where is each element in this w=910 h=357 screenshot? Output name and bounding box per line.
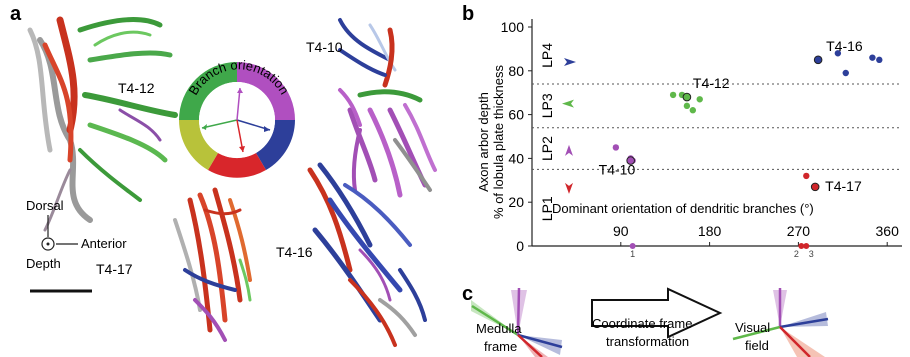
y-axis-label-line2: % of lobula plate thickness: [491, 65, 506, 219]
point-label-t4-10: T4-10: [599, 162, 636, 178]
transformation-arrow-icon: [591, 287, 723, 339]
neuron-t4-10-image: [338, 18, 437, 198]
axis-marker: [629, 243, 636, 249]
data-point: [834, 50, 842, 57]
y-tick-label: 40: [508, 150, 524, 166]
scatter-chart: 0 20 40 60 80 100 90 180 270 360 LP1 LP2 LP3 LP4 T4-16…: [501, 19, 902, 259]
visual-field-caption-2: field: [745, 338, 769, 353]
point-label-t4-16: T4-16: [826, 38, 863, 54]
y-tick-label: 80: [508, 63, 524, 79]
axis-marker: [803, 243, 810, 249]
medulla-caption-1: Medulla: [476, 321, 522, 336]
panel-b-letter: b: [462, 3, 474, 25]
cell-label-t4-16: T4-16: [276, 244, 313, 260]
axis-marker-label: 1: [630, 249, 635, 259]
point-label-t4-17: T4-17: [825, 178, 862, 194]
y-tick-label: 60: [508, 107, 524, 123]
neuron-t4-12-image: [27, 16, 178, 232]
highlighted-point-t4-10: [626, 156, 635, 165]
visual-field-orientation-glyph: [732, 288, 829, 357]
cell-label-t4-12: T4-12: [118, 80, 155, 96]
axis-dorsal-label: Dorsal: [26, 198, 64, 213]
highlighted-point-t4-17: [810, 182, 820, 192]
transformation-caption-1: Coordinate frame: [592, 316, 692, 331]
data-point: [612, 144, 620, 151]
axis-marker-label: 3: [809, 249, 814, 259]
panel-a-letter: a: [10, 3, 22, 25]
layer-label-lp1: LP1: [539, 196, 555, 221]
lp1-orientation-arrow-icon: [565, 182, 573, 194]
axis-depth-label: Depth: [26, 256, 61, 271]
x-tick-label: 270: [787, 223, 811, 239]
x-axis-label: Dominant orientation of dendritic branch…: [552, 201, 814, 216]
highlighted-point-t4-12: [682, 92, 692, 102]
lp4-orientation-arrow-icon: [564, 58, 576, 67]
data-point: [876, 56, 883, 64]
data-point: [669, 91, 677, 99]
y-tick-label: 20: [508, 194, 524, 210]
neuron-t4-16-image: [307, 162, 427, 347]
x-tick-label: 90: [613, 223, 629, 239]
axis-marker-label: 2: [794, 249, 799, 259]
cell-label-t4-17: T4-17: [96, 261, 133, 277]
data-point: [683, 102, 691, 110]
depth-axis-icon: [41, 237, 55, 251]
highlighted-point-t4-16: [813, 55, 823, 65]
lp2-orientation-arrow-icon: [565, 144, 573, 156]
panel-c-letter: c: [462, 283, 473, 305]
transformation-caption-2: transformation: [606, 334, 689, 349]
cell-label-t4-10: T4-10: [306, 39, 343, 55]
point-label-t4-12: T4-12: [693, 75, 730, 91]
medulla-frame-orientation-glyph: [471, 287, 563, 357]
orientation-color-wheel: [179, 62, 295, 178]
axis-anterior-label: Anterior: [81, 236, 127, 251]
data-point: [689, 107, 697, 114]
visual-field-caption-1: Visual: [735, 320, 770, 335]
y-tick-label: 100: [501, 19, 525, 35]
data-point: [842, 69, 849, 77]
axis-key: [41, 215, 78, 251]
lp3-orientation-arrow-icon: [562, 99, 574, 108]
neuron-t4-17-image: [173, 187, 252, 342]
data-point: [869, 54, 876, 61]
data-point: [803, 172, 810, 180]
x-tick-label: 180: [698, 223, 722, 239]
medulla-caption-2: frame: [484, 339, 517, 354]
y-tick-label: 0: [516, 238, 524, 254]
layer-label-lp3: LP3: [539, 93, 555, 118]
layer-label-lp4: LP4: [539, 43, 555, 68]
x-tick-label: 360: [876, 223, 900, 239]
layer-label-lp2: LP2: [539, 136, 555, 161]
y-axis-label-line1: Axon arbor depth: [476, 92, 491, 192]
axis-marker: [798, 243, 805, 249]
data-point: [696, 96, 703, 103]
